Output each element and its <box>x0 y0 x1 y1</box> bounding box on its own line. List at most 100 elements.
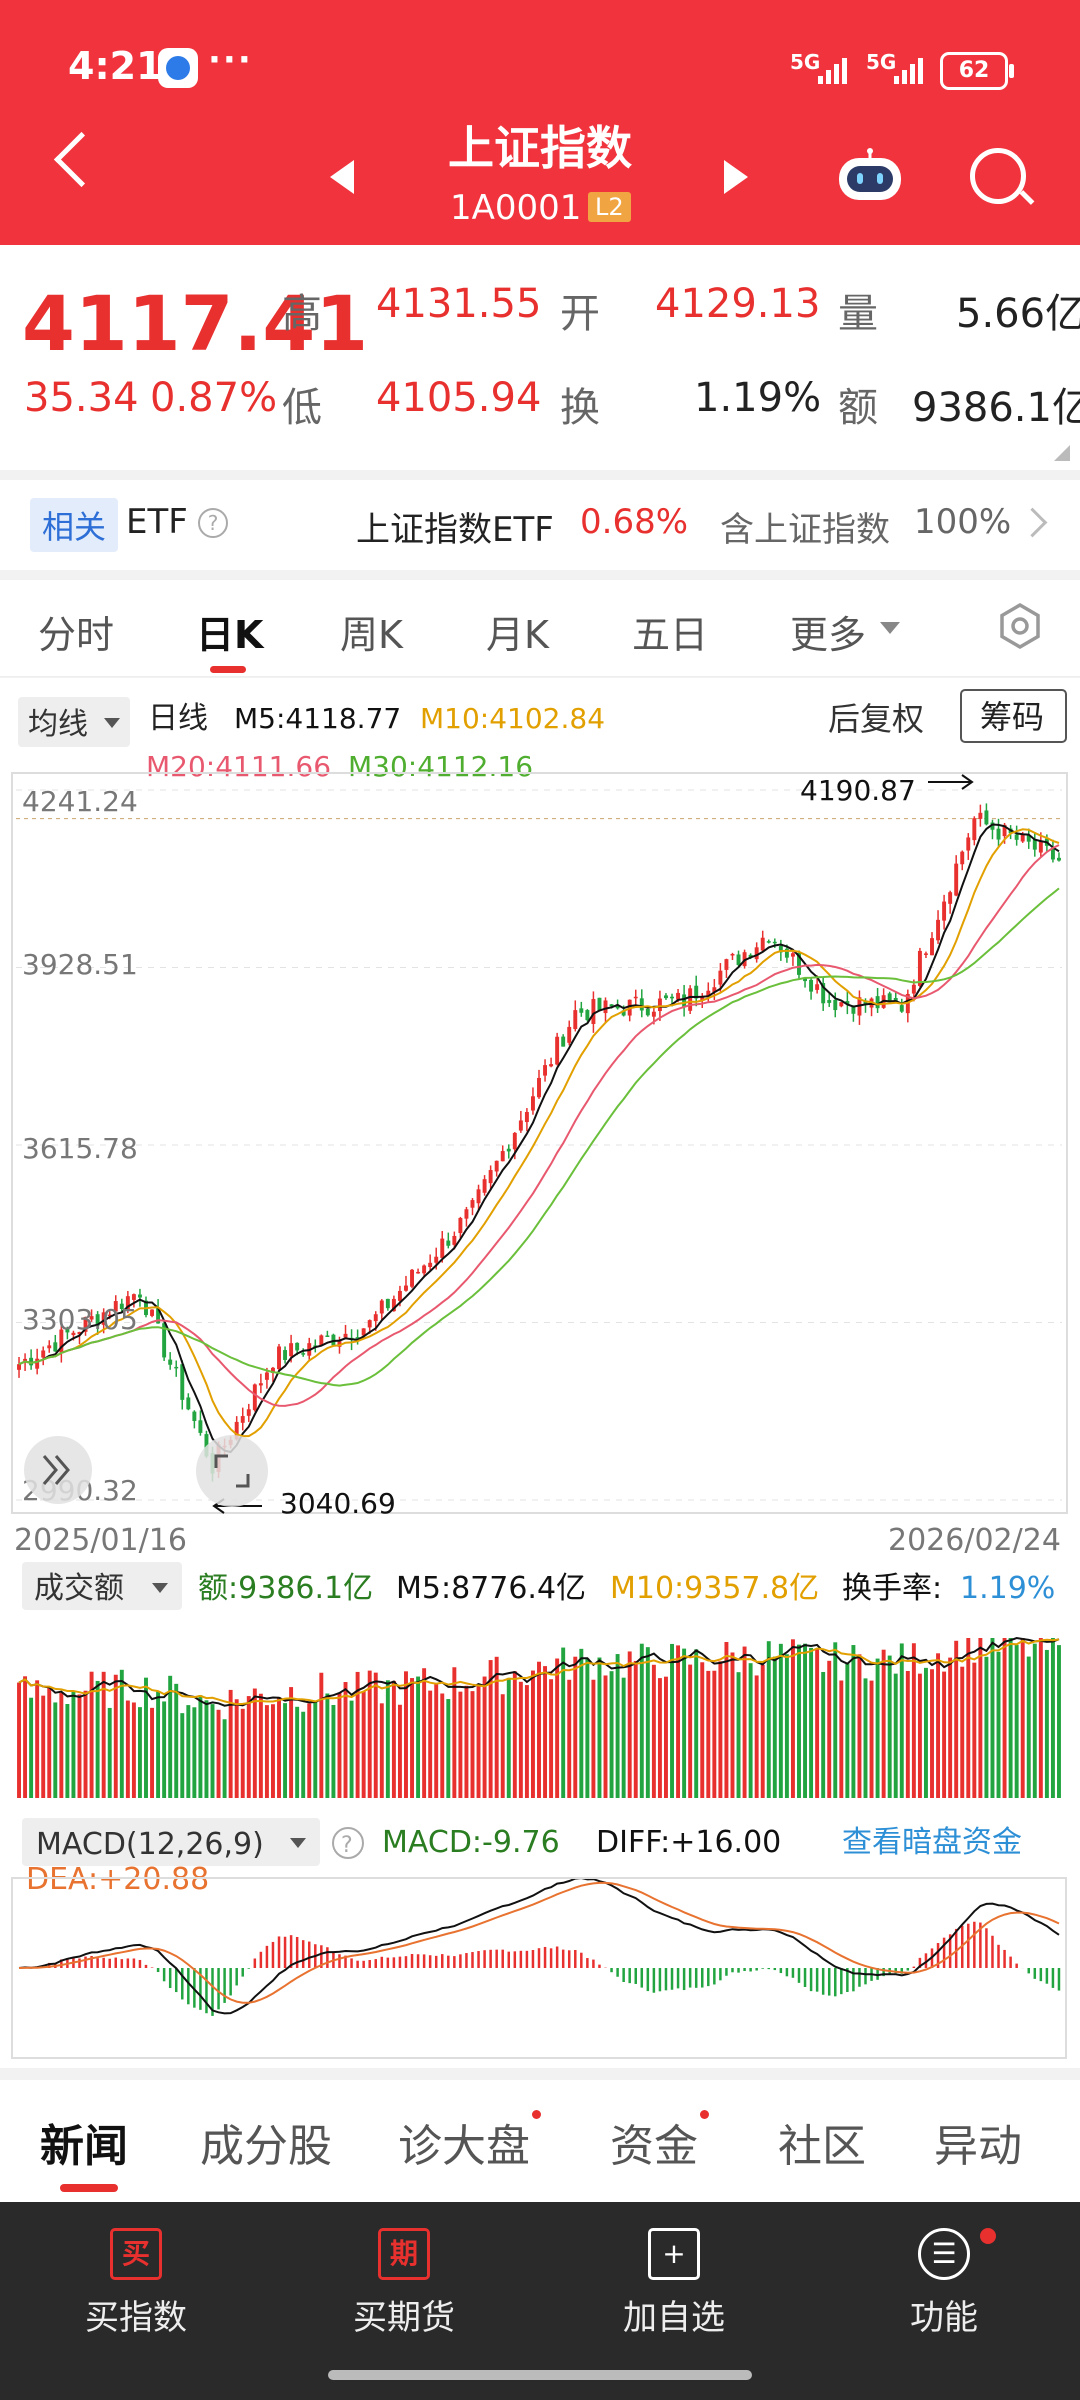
chart-area[interactable]: 均线 日线 M5:4118.77 M10:4102.84 M20:4111.66… <box>0 678 1080 2068</box>
macd-value: MACD:-9.76 <box>382 1825 560 1860</box>
macd-select[interactable]: MACD(12,26,9) <box>36 1827 264 1862</box>
fullscreen-button[interactable] <box>196 1435 268 1507</box>
volume-dropdown-icon <box>152 1583 168 1593</box>
volume-bar-16 <box>113 1674 118 1798</box>
volume-m5: M5:8776.4亿 <box>396 1571 586 1606</box>
volume-bar-124 <box>766 1641 771 1798</box>
tab-five-day[interactable]: 五日 <box>632 613 709 657</box>
volume-bar-125 <box>772 1656 777 1798</box>
macd-help-icon[interactable] <box>332 1827 364 1859</box>
nav-buy-index[interactable]: 买 买指数 <box>36 2228 236 2339</box>
macd-select-box[interactable] <box>22 1818 320 1866</box>
x-start-date: 2025/01/16 <box>14 1523 187 1558</box>
candle-body-119 <box>736 954 741 965</box>
nav-functions-label: 功能 <box>910 2298 978 2338</box>
tab-more[interactable]: 更多 <box>790 613 867 657</box>
expand-corner-icon[interactable] <box>1054 445 1070 461</box>
volume-bar-93 <box>579 1648 584 1798</box>
macd-help-mark: ? <box>341 1833 353 1858</box>
x-end-date: 2026/02/24 <box>888 1523 1061 1558</box>
volume-bar-111 <box>688 1664 693 1798</box>
ma-lines <box>18 823 1060 1454</box>
candle-body-148 <box>911 984 916 994</box>
level2-badge[interactable]: L2 <box>588 192 631 222</box>
related-etf-row[interactable]: 相关 ETF ? 上证指数ETF 0.68% 含上证指数 100% <box>0 480 1080 570</box>
current-price: 4117.41 <box>22 279 369 368</box>
volume-bar-101 <box>627 1651 632 1798</box>
volume-select-box[interactable] <box>22 1562 182 1610</box>
volume-bar-86 <box>537 1661 541 1798</box>
volume-bar-128 <box>790 1639 795 1798</box>
volume-bar-130 <box>803 1643 807 1798</box>
candle-body-100 <box>621 1010 626 1016</box>
tab-diagnosis[interactable]: 诊大盘 <box>398 2110 541 2174</box>
nav-add-watchlist[interactable]: + 加自选 <box>574 2228 774 2339</box>
volume-bar-15 <box>107 1707 112 1798</box>
volume-bar-123 <box>760 1664 765 1798</box>
candle-body-1 <box>23 1358 28 1361</box>
tab-monthly-k[interactable]: 月K <box>486 613 549 657</box>
volume-bar-69 <box>434 1683 439 1798</box>
candle-body-14 <box>101 1312 106 1325</box>
volume-bar-43 <box>277 1697 281 1798</box>
help-icon[interactable]: ? <box>198 508 228 538</box>
candle-body-30 <box>198 1420 203 1433</box>
kline-chart[interactable]: 均线 日线 M5:4118.77 M10:4102.84 M20:4111.66… <box>0 678 1080 2068</box>
volume-bar-41 <box>264 1705 269 1798</box>
candle-body-121 <box>748 954 753 958</box>
candle-body-117 <box>724 959 729 970</box>
candle-body-133 <box>821 983 826 1004</box>
tab-news[interactable]: 新闻 <box>40 2121 128 2172</box>
tab-intraday[interactable]: 分时 <box>38 613 115 657</box>
tab-anomaly[interactable]: 异动 <box>934 2121 1022 2172</box>
nav-functions[interactable]: ☰ 功能 <box>844 2228 1044 2339</box>
candle-body-155 <box>954 863 959 896</box>
m20-value: M20:4111.66 <box>146 750 331 783</box>
volume-bar-64 <box>404 1671 408 1798</box>
chevron-right-icon <box>1017 507 1048 538</box>
candle-body-69 <box>434 1256 439 1263</box>
volume-bar-35 <box>228 1689 233 1798</box>
collapse-button[interactable] <box>24 1436 92 1504</box>
chart-settings-icon[interactable] <box>996 602 1044 650</box>
battery-icon: 62 <box>940 52 1014 90</box>
nav-buy-futures[interactable]: 期 买期货 <box>304 2228 504 2339</box>
volume-bar-4 <box>41 1695 46 1798</box>
volume-select[interactable]: 成交额 <box>34 1571 124 1606</box>
volume-bar-6 <box>53 1702 58 1798</box>
candle-body-4 <box>41 1350 46 1358</box>
next-stock-icon[interactable] <box>724 160 748 194</box>
tab-funds[interactable]: 资金 <box>610 2110 709 2174</box>
m10-value: M10:4102.84 <box>420 702 605 735</box>
ai-robot-icon[interactable] <box>835 148 905 204</box>
tab-weekly-k[interactable]: 周K <box>340 613 403 657</box>
volume-bar-42 <box>271 1704 275 1798</box>
chip-button[interactable]: 筹码 <box>980 698 1044 736</box>
prev-stock-icon[interactable] <box>330 160 354 194</box>
dark-fund-link[interactable]: 查看暗盘资金 <box>842 1825 1022 1860</box>
volume-bar-119 <box>736 1672 741 1798</box>
bottom-nav: 买 买指数 期 买期货 + 加自选 ☰ 功能 <box>0 2202 1080 2400</box>
volume-bar-145 <box>893 1673 898 1798</box>
candle-body-142 <box>875 996 880 1009</box>
tab-daily-k[interactable]: 日K <box>196 613 264 657</box>
volume-bar-82 <box>512 1671 517 1798</box>
candle-body-159 <box>978 812 983 819</box>
ma-select-box[interactable] <box>18 697 130 747</box>
candle-body-82 <box>512 1132 517 1150</box>
candle-body-81 <box>506 1148 511 1152</box>
ma-select[interactable]: 均线 <box>28 707 88 742</box>
chip-button-box[interactable] <box>960 689 1067 743</box>
candle-body-36 <box>234 1421 239 1440</box>
candle-body-126 <box>778 946 783 953</box>
volume-bar-56 <box>355 1671 360 1798</box>
volume-bar-81 <box>506 1677 511 1798</box>
tab-constituents[interactable]: 成分股 <box>200 2121 332 2172</box>
search-icon[interactable] <box>970 148 1026 204</box>
tab-community[interactable]: 社区 <box>778 2121 866 2172</box>
macd-panel-frame <box>11 1877 1067 2059</box>
candle-body-3 <box>35 1358 40 1369</box>
volume-bar-12 <box>89 1671 94 1798</box>
adjust-select[interactable]: 后复权 <box>828 700 924 738</box>
candle-body-44 <box>283 1350 288 1360</box>
